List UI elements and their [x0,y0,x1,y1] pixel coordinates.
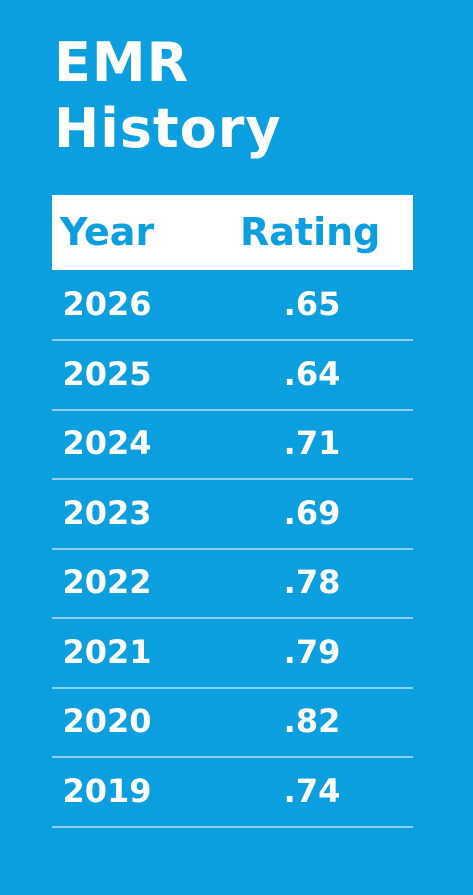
header-cell: Year [60,210,155,254]
table-row: 2021 .79 [52,618,413,689]
year-cell: 2021 [62,632,152,671]
rating-cell: .71 [283,424,341,462]
table-row: 2023 .69 [52,479,413,550]
rating-cell: .69 [283,493,341,532]
year-cell: 2022 [62,563,152,601]
table-row: 2026 .65 [52,270,413,341]
rating-cell: .64 [283,354,341,393]
header-cell: Rating [240,210,381,254]
title-line: History [54,97,282,160]
table-row: 2024 .71 [52,409,413,480]
year-cell: 2019 [62,771,152,810]
table-row: 2025 .64 [52,340,413,411]
year-cell: 2020 [62,702,152,740]
table-row: 2019 .74 [52,757,413,828]
rating-cell: .65 [283,285,341,323]
rating-cell: .78 [283,563,341,601]
table-header: Year Rating [52,195,413,270]
year-cell: 2023 [62,493,152,532]
year-cell: 2025 [62,354,152,393]
rating-cell: .74 [283,771,341,810]
year-cell: 2026 [62,285,152,323]
rating-cell: .79 [283,632,341,671]
table-row: 2020 .82 [52,687,413,758]
table-row: 2022 .78 [52,548,413,619]
rating-cell: .82 [283,702,341,740]
title-line: EMR [54,31,190,94]
year-cell: 2024 [62,424,152,462]
